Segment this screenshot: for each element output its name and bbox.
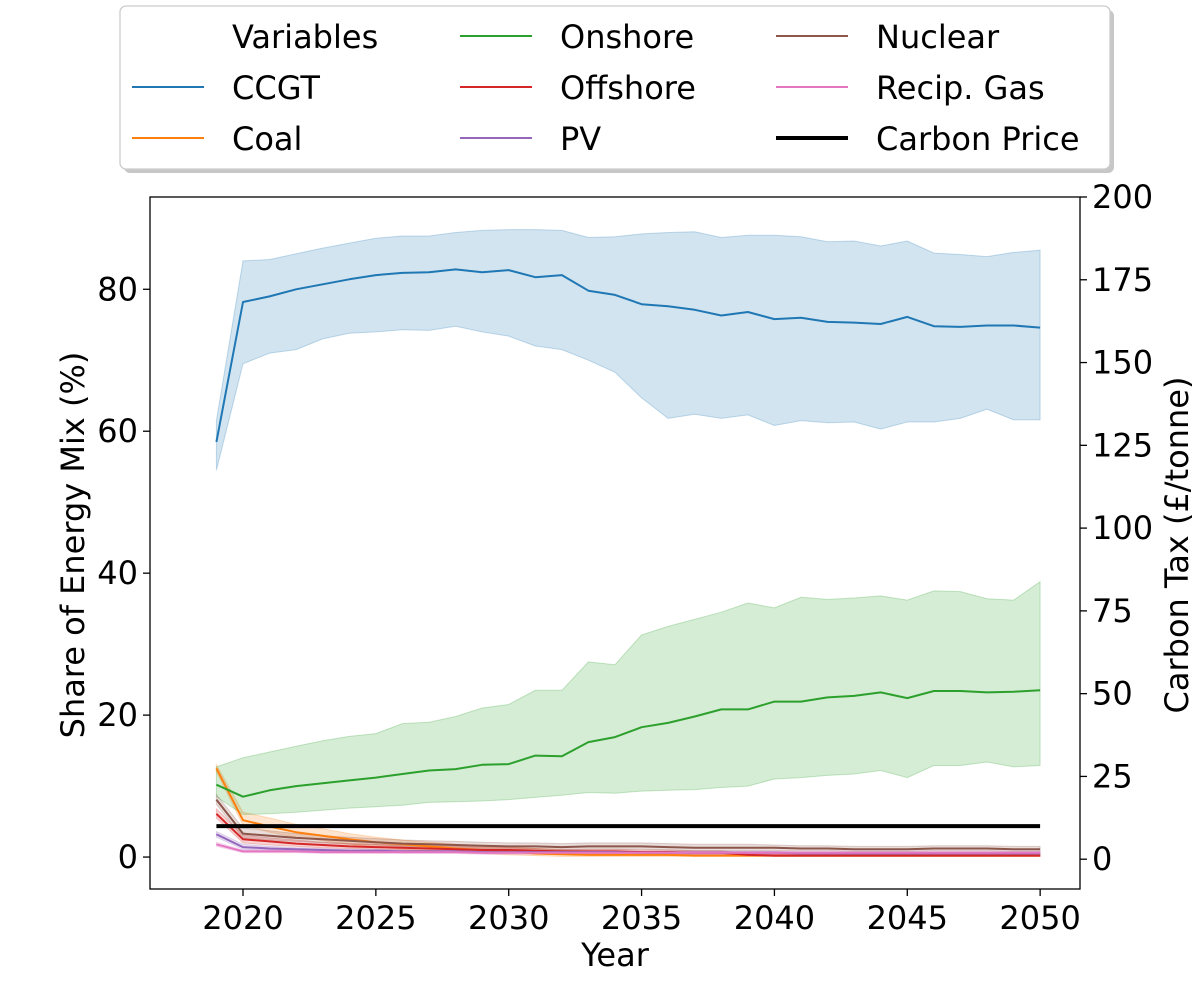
onshore-line [215,689,1041,798]
ccgt-band [215,229,1041,471]
y-axis-right: 0 25 50 75 100 125 150 175 200 [1080,178,1153,878]
y2-tick-label: 75 [1092,592,1133,630]
legend-box [119,5,1111,170]
x-tick-label: 2025 [335,899,416,937]
series-lines [215,268,1041,857]
x-axis: 2020 2025 2030 2035 2040 2045 2050 [202,889,1081,937]
y-axis-left-label: Share of Energy Mix (%) [54,352,92,739]
nuclear-band [215,793,1041,852]
y-axis-left: 0 20 40 60 80 [97,270,150,876]
x-tick-label: 2030 [468,899,549,937]
recip-gas-legend-label: Recip. Gas [876,69,1045,107]
y-tick-label: 0 [118,838,138,876]
y2-tick-label: 175 [1092,261,1153,299]
offshore-legend-label: Offshore [560,69,696,107]
nuclear-legend-label: Nuclear [876,18,1000,56]
y2-tick-label: 150 [1092,344,1153,382]
y2-tick-label: 0 [1092,840,1112,878]
legend-title: Variables [232,18,378,56]
y2-tick-label: 50 [1092,675,1133,713]
y-tick-label: 60 [97,412,138,450]
x-tick-label: 2050 [999,899,1080,937]
x-tick-label: 2020 [202,899,283,937]
x-tick-label: 2045 [867,899,948,937]
x-tick-label: 2035 [601,899,682,937]
y2-tick-label: 25 [1092,757,1133,795]
coal-legend-label: Coal [232,120,302,158]
nuclear-line [215,798,1041,851]
y-tick-label: 80 [97,270,138,308]
carbon-price-legend-label: Carbon Price [876,120,1080,158]
legend: Variables CCGT Coal Onshore Offshore PV Nucle… [119,5,1114,173]
plot-frame [149,196,1081,890]
onshore-legend-label: Onshore [560,18,694,56]
x-axis-label: Year [580,936,650,974]
y2-tick-label: 100 [1092,509,1153,547]
y2-tick-label: 200 [1092,178,1153,216]
y-tick-label: 20 [97,696,138,734]
y-tick-label: 40 [97,554,138,592]
y-axis-right-label: Carbon Tax (£/tonne) [1158,377,1196,714]
recip-gas-line [216,843,1041,854]
y2-tick-label: 125 [1092,426,1153,464]
onshore-band [215,580,1041,816]
ccgt-line [215,268,1041,443]
ccgt-legend-label: CCGT [232,69,320,107]
confidence-bands [215,229,1041,857]
pv-legend-label: PV [560,120,601,158]
x-tick-label: 2040 [734,899,815,937]
